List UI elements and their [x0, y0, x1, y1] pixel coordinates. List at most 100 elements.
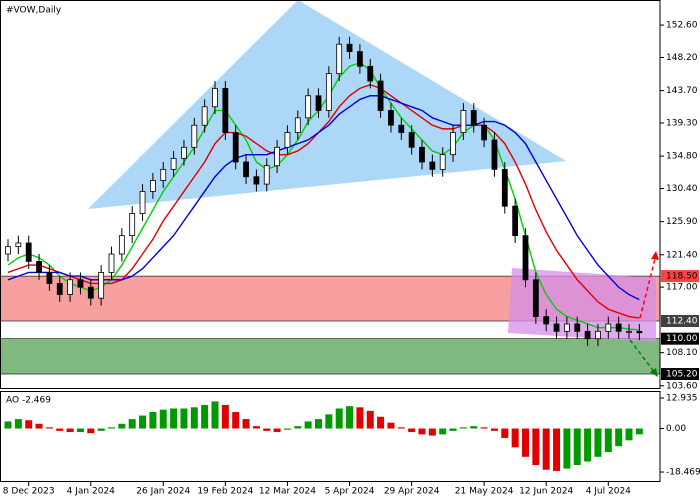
y-tick-label: 121.40: [666, 250, 698, 260]
level-label: 118.50: [666, 272, 698, 282]
x-tick-label: 4 Jul 2024: [586, 487, 631, 497]
ao-bar: [56, 428, 64, 431]
ao-bar: [480, 427, 488, 429]
ao-bar: [108, 427, 115, 429]
level-label: 112.40: [666, 317, 698, 327]
ao-bar: [139, 415, 147, 429]
x-tick-label: 12 Mar 2024: [259, 487, 316, 497]
ao-bar: [635, 428, 643, 435]
candle-body: [325, 73, 332, 111]
moving-average: [7, 83, 640, 319]
candle-body: [543, 316, 550, 325]
candle-body: [356, 51, 363, 67]
moving-average: [7, 61, 640, 331]
ao-bar: [149, 412, 157, 429]
candle-body: [46, 272, 53, 284]
level-label: 110.00: [666, 334, 698, 344]
ao-bar: [573, 428, 581, 466]
candle-body: [15, 242, 22, 248]
ao-bar: [459, 427, 467, 429]
candle-body: [253, 176, 260, 185]
ao-bar: [470, 426, 478, 429]
candle-body: [87, 286, 94, 299]
ao-bar: [118, 423, 126, 429]
chart-title: #VOW,Daily: [6, 6, 62, 16]
ao-bar: [356, 407, 364, 429]
ao-bar: [66, 428, 74, 433]
candle-body: [429, 161, 436, 170]
candle-body: [419, 146, 425, 163]
y-tick-label: 130.40: [666, 184, 698, 194]
ao-bar: [563, 428, 571, 469]
candle-body: [615, 323, 622, 332]
candle-body: [5, 246, 11, 255]
ao-bar: [180, 408, 188, 429]
ao-bar: [221, 404, 229, 429]
ao-bar: [387, 422, 395, 429]
ao-bar: [170, 408, 178, 429]
candle-body: [595, 330, 601, 340]
candle-body: [191, 124, 198, 148]
candle-body: [274, 146, 281, 167]
ao-bar: [252, 426, 260, 429]
ao-bar: [449, 428, 457, 431]
ao-bar: [190, 407, 198, 429]
ao-bar: [315, 419, 322, 429]
ao-bar: [625, 428, 633, 441]
y-tick-label: 125.90: [666, 217, 698, 227]
candle-body: [36, 260, 42, 273]
candle-body: [481, 124, 488, 141]
candle-body: [522, 235, 529, 281]
candle-body: [305, 95, 312, 119]
y-tick-label: 117.00: [666, 283, 698, 293]
x-tick-label: 21 May 2024: [455, 487, 514, 497]
up-arrow: [639, 254, 657, 319]
candle-body: [377, 80, 384, 111]
candle-body: [170, 157, 177, 170]
ao-bar: [522, 428, 529, 457]
candle-body: [232, 132, 239, 163]
level-tag: [661, 315, 699, 328]
candle-body: [294, 117, 301, 133]
candle-body: [222, 87, 229, 133]
x-tick-label: 8 Dec 2023: [3, 487, 55, 497]
candle-body: [491, 139, 498, 170]
candle-body: [25, 242, 32, 262]
ao-bar: [35, 423, 43, 429]
candle-body: [108, 253, 115, 273]
candle-body: [56, 283, 63, 295]
x-tick-label: 26 Jan 2024: [136, 487, 190, 497]
candle-body: [118, 235, 125, 255]
candle-body: [636, 330, 643, 334]
candle-body: [346, 43, 353, 52]
level-tag: [661, 368, 699, 381]
candle-body: [149, 180, 156, 192]
level-tag: [661, 270, 699, 283]
candle-body: [574, 323, 581, 332]
candle-body: [460, 110, 467, 133]
ao-bar: [553, 428, 561, 471]
candle-body: [212, 87, 218, 108]
ao-bar: [584, 428, 592, 462]
moving-average: [7, 95, 640, 301]
x-tick-label: 19 Feb 2024: [197, 487, 253, 497]
ao-bar: [366, 410, 374, 429]
y-tick-label: 152.60: [666, 21, 698, 31]
candle-body: [98, 272, 105, 299]
ao-bar: [501, 428, 509, 438]
price-channel: [508, 268, 656, 342]
indicator-title: AO -2.469: [6, 396, 51, 406]
ao-bar: [232, 412, 240, 429]
price-frame: [0, 0, 661, 389]
ao-bar: [511, 428, 519, 448]
ao-bar: [201, 404, 209, 429]
ao-bar: [128, 419, 136, 429]
ao-bar: [346, 406, 354, 429]
ao-bar: [542, 428, 550, 470]
candle-body: [67, 279, 73, 295]
ao-bar: [490, 428, 498, 431]
ao-bar: [97, 428, 105, 431]
candle-body: [439, 154, 446, 170]
